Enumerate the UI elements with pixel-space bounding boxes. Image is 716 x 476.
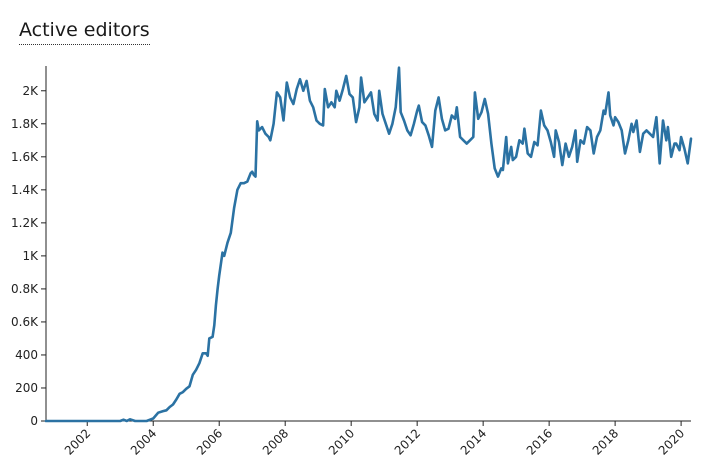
x-axis-ticks: 2002 2004 2006 2008 2010 2012 2014 2016 2018 2020	[62, 421, 687, 458]
y-tick-label: 0.8K	[11, 282, 39, 296]
y-tick-label: 1.4K	[11, 183, 39, 197]
x-tick-label: 2008	[260, 426, 291, 457]
y-tick-label: 1.2K	[11, 216, 39, 230]
x-tick-label: 2006	[194, 426, 225, 457]
y-tick-label: 200	[15, 381, 38, 395]
y-tick-label: 0	[30, 414, 38, 428]
y-tick-label: 1.8K	[11, 117, 39, 131]
x-tick-label: 2012	[392, 426, 423, 457]
y-tick-label: 1K	[22, 249, 39, 263]
y-tick-label: 1.6K	[11, 150, 39, 164]
x-tick-label: 2016	[524, 426, 555, 457]
y-tick-label: 2K	[22, 84, 39, 98]
series-line-active-editors	[44, 66, 693, 423]
x-tick-label: 2010	[326, 426, 357, 457]
x-tick-label: 2014	[458, 426, 489, 457]
x-tick-label: 2002	[62, 426, 93, 457]
y-tick-label: 400	[15, 348, 38, 362]
y-axis-ticks: 0 200 400 0.6K 0.8K 1K 1.2K 1.4K 1.6K 1.8K 2K	[11, 84, 46, 428]
y-tick-label: 0.6K	[11, 315, 39, 329]
axes	[45, 66, 691, 422]
x-tick-label: 2020	[656, 426, 687, 457]
x-tick-label: 2018	[590, 426, 621, 457]
chart-title: Active editors	[19, 20, 150, 45]
series-layer	[44, 66, 693, 423]
x-tick-label: 2004	[128, 426, 159, 457]
